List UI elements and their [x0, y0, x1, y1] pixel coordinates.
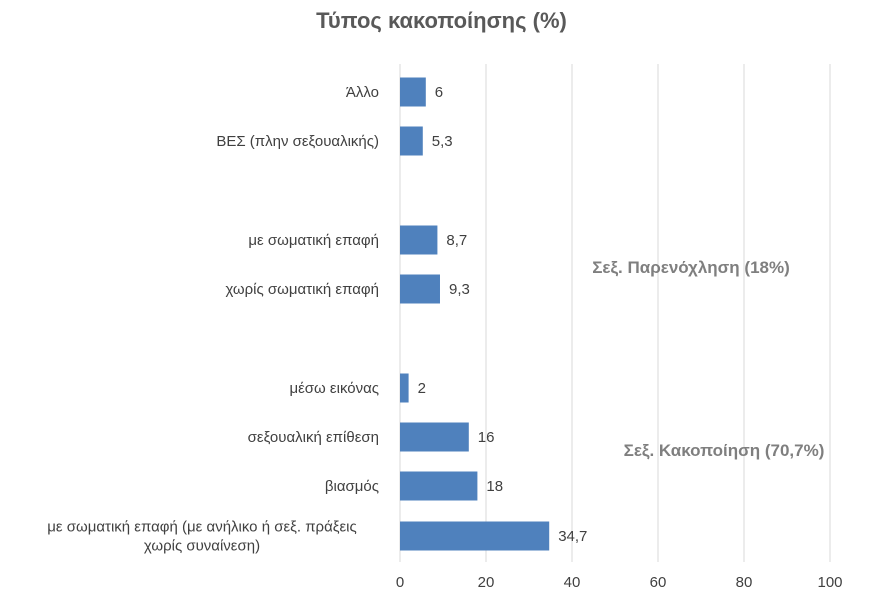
category-label: χωρίς σωματική επαφή: [225, 281, 379, 298]
bar: [400, 471, 478, 501]
bar: [400, 373, 409, 403]
x-tick-label: 20: [478, 574, 495, 591]
data-label: 34,7: [558, 528, 587, 545]
category-label: με σωματική επαφή (με ανήλικο ή σεξ. πρά…: [47, 519, 356, 536]
category-label: σεξουαλική επίθεση: [248, 429, 379, 446]
category-label: βιασμός: [325, 478, 379, 495]
data-label: 16: [478, 429, 495, 446]
data-label: 6: [435, 84, 443, 101]
bar: [400, 521, 550, 551]
bar: [400, 225, 438, 255]
data-label: 18: [486, 478, 503, 495]
x-tick-label: 80: [736, 574, 753, 591]
bar: [400, 126, 423, 156]
category-label: μέσω εικόνας: [289, 380, 379, 397]
x-tick-label: 0: [396, 574, 404, 591]
category-label: ΒΕΣ (πλην σεξουαλικής): [216, 133, 379, 150]
group-annotation: Σεξ. Κακοποίηση (70,7%): [624, 441, 825, 460]
category-label: χωρίς συναίνεση): [144, 538, 260, 555]
data-label: 2: [418, 380, 426, 397]
bar: [400, 274, 440, 304]
category-label: με σωματική επαφή: [248, 232, 379, 249]
bar: [400, 77, 426, 107]
data-label: 9,3: [449, 281, 470, 298]
x-tick-label: 100: [817, 574, 842, 591]
group-annotation: Σεξ. Παρενόχληση (18%): [592, 258, 790, 277]
bars: [400, 77, 550, 551]
chart-title: Τύπος κακοποίησης (%): [316, 8, 567, 33]
data-label: 5,3: [432, 133, 453, 150]
x-tick-label: 60: [650, 574, 667, 591]
data-label: 8,7: [446, 232, 467, 249]
x-tick-label: 40: [564, 574, 581, 591]
bar: [400, 422, 469, 452]
labels: 0 20 40 60 80 100 6 Άλλο 5,3 ΒΕΣ (πλην σεξουαλική…: [47, 84, 842, 591]
category-label: Άλλο: [346, 84, 379, 101]
